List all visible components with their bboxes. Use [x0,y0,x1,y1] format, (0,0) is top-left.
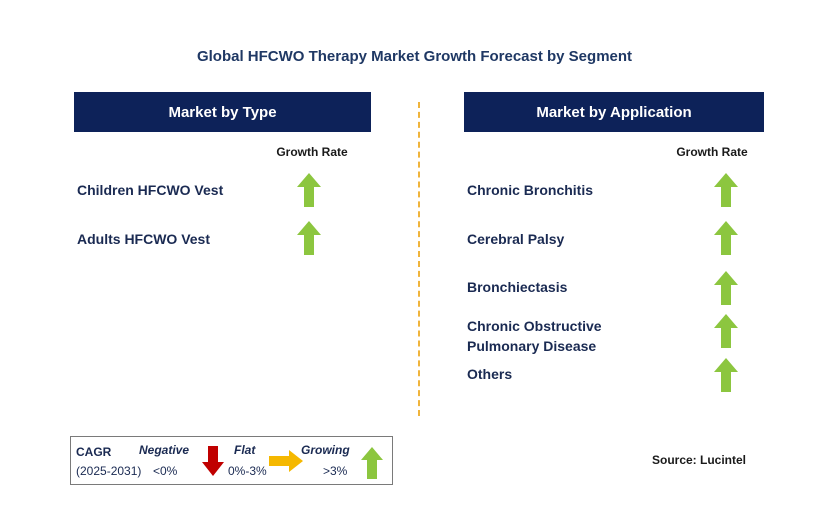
up-arrow-icon [714,173,738,207]
up-arrow-icon [361,447,383,484]
panel-divider [418,102,420,416]
application-item-label: Others [467,366,513,382]
legend-flat-range: 0%-3% [228,464,267,478]
legend-negative-range: <0% [153,464,178,478]
legend-negative-label: Negative [139,443,190,457]
legend-cagr-label: CAGR [76,445,112,459]
up-arrow-icon [714,314,738,348]
up-arrow-icon [714,358,738,392]
cagr-legend: CAGR (2025-2031) Negative <0% Flat 0%-3%… [70,436,393,485]
application-panel-header: Market by Application [464,92,764,132]
legend-growing-label: Growing [301,443,350,457]
down-arrow-icon [202,446,224,481]
application-item-label: Chronic Obstructive Pulmonary Disease [467,316,602,356]
type-panel-header: Market by Type [74,92,371,132]
application-item-label: Bronchiectasis [467,279,568,295]
application-growth-rate-label: Growth Rate [676,145,748,159]
application-item-label-line2: Pulmonary Disease [467,338,597,354]
legend-growing-range: >3% [323,464,348,478]
legend-flat-label: Flat [234,443,256,457]
type-growth-rate-label: Growth Rate [276,145,348,159]
application-item-label: Cerebral Palsy [467,231,565,247]
up-arrow-icon [714,221,738,255]
up-arrow-icon [714,271,738,305]
legend-period: (2025-2031) [76,464,142,478]
application-item-label-line1: Chronic Obstructive [467,318,602,334]
type-item-label: Adults HFCWO Vest [77,231,211,247]
type-item-label: Children HFCWO Vest [77,182,224,198]
up-arrow-icon [297,221,321,255]
source-note: Source: Lucintel [652,453,747,467]
right-arrow-icon [269,450,303,477]
up-arrow-icon [297,173,321,207]
chart-title: Global HFCWO Therapy Market Growth Forec… [196,48,633,65]
application-item-label: Chronic Bronchitis [467,182,594,198]
